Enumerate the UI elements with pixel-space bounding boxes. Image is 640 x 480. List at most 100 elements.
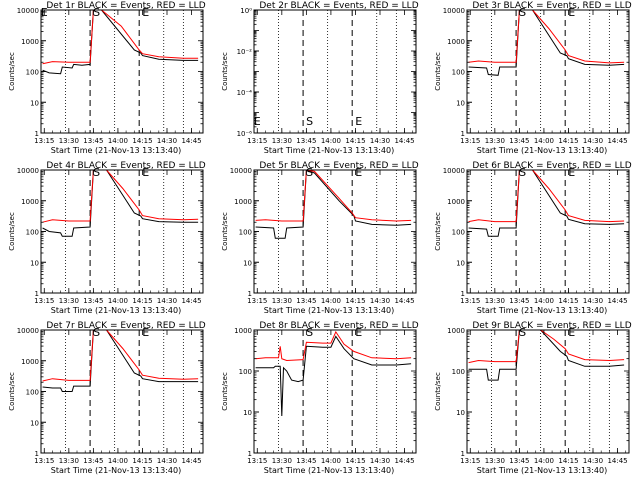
y-axis-label: Counts/sec xyxy=(434,372,442,411)
x-tick-label: 14:15 xyxy=(132,137,152,145)
detector-panel: Det 3r BLACK = Events, RED = LLD S E 1 10 100… xyxy=(426,0,639,160)
detector-panel: Det 6r BLACK = Events, RED = LLD S E 1 10 100… xyxy=(426,160,639,320)
y-tick-label: 10 xyxy=(30,419,39,427)
y-tick-label: 1000 xyxy=(447,327,465,335)
y-tick-label: 10000 xyxy=(17,327,39,335)
events-series-line xyxy=(468,170,625,237)
events-series-line xyxy=(468,10,625,76)
x-tick-label: 14:30 xyxy=(583,297,603,305)
events-series-line xyxy=(468,330,625,381)
x-tick-label: 13:30 xyxy=(485,137,505,145)
event-marker-label: E xyxy=(355,166,362,179)
x-tick-label: 14:30 xyxy=(370,297,390,305)
x-tick-label: 14:15 xyxy=(345,297,365,305)
event-marker-label: S xyxy=(306,115,313,128)
x-tick-label: 13:15 xyxy=(34,137,54,145)
event-marker-label: E xyxy=(254,115,261,128)
y-tick-label: 10 xyxy=(243,409,252,417)
x-tick-label: 13:30 xyxy=(272,457,292,465)
x-tick-label: 14:15 xyxy=(345,457,365,465)
x-tick-label: 13:15 xyxy=(34,297,54,305)
y-tick-label: 100 xyxy=(452,368,465,376)
x-axis-label: Start Time (21-Nov-13 13:13:40) xyxy=(51,146,181,155)
y-axis-label: Counts/sec xyxy=(221,372,229,411)
x-tick-label: 13:45 xyxy=(509,457,529,465)
x-tick-label: 14:00 xyxy=(534,297,554,305)
event-marker-label: S xyxy=(93,166,100,179)
y-tick-label: 10000 xyxy=(443,167,465,175)
x-tick-label: 13:30 xyxy=(59,457,79,465)
y-tick-label: 10⁻⁴ xyxy=(237,89,253,97)
x-tick-label: 14:15 xyxy=(558,297,578,305)
events-series-line xyxy=(255,335,412,417)
events-series-line xyxy=(42,330,199,392)
x-axis-label: Start Time (21-Nov-13 13:13:40) xyxy=(264,466,394,475)
x-tick-label: 14:00 xyxy=(108,137,128,145)
events-series-line xyxy=(42,170,199,237)
y-tick-label: 10 xyxy=(456,259,465,267)
y-tick-label: 10⁰ xyxy=(240,7,252,15)
x-tick-label: 14:45 xyxy=(181,457,201,465)
panel-title: Det 1r BLACK = Events, RED = LLD xyxy=(46,1,205,11)
y-tick-label: 10000 xyxy=(230,167,252,175)
y-tick-label: 100 xyxy=(26,389,39,397)
y-tick-label: 100 xyxy=(26,69,39,77)
x-tick-label: 13:15 xyxy=(247,457,267,465)
x-tick-label: 14:30 xyxy=(370,457,390,465)
event-marker-label: S xyxy=(93,6,100,19)
x-axis-label: Start Time (21-Nov-13 13:13:40) xyxy=(51,466,181,475)
y-tick-label: 10⁻² xyxy=(237,48,253,56)
y-tick-label: 1000 xyxy=(234,198,252,206)
x-tick-label: 13:45 xyxy=(83,457,103,465)
event-marker-label: E xyxy=(355,115,362,128)
x-tick-label: 13:45 xyxy=(83,137,103,145)
event-marker-label: S xyxy=(93,326,100,339)
y-tick-label: 10 xyxy=(456,99,465,107)
x-tick-label: 14:30 xyxy=(157,297,177,305)
y-axis-label: Counts/sec xyxy=(221,212,229,251)
lld-series-line xyxy=(42,10,199,65)
y-tick-label: 10 xyxy=(243,259,252,267)
event-marker-label: E xyxy=(355,326,362,339)
y-axis-label: Counts/sec xyxy=(434,52,442,91)
lld-series-line xyxy=(468,330,625,364)
event-marker-label: E xyxy=(142,166,149,179)
y-tick-label: 10 xyxy=(30,99,39,107)
x-tick-label: 14:00 xyxy=(321,137,341,145)
x-axis-label: Start Time (21-Nov-13 13:13:40) xyxy=(477,146,607,155)
panel-title: Det 7r BLACK = Events, RED = LLD xyxy=(46,321,205,331)
x-tick-label: 14:45 xyxy=(394,457,414,465)
y-tick-label: 100 xyxy=(452,229,465,237)
x-tick-label: 14:00 xyxy=(534,137,554,145)
panel-title: Det 5r BLACK = Events, RED = LLD xyxy=(259,161,418,171)
y-tick-label: 1000 xyxy=(234,327,252,335)
y-tick-label: 1000 xyxy=(447,38,465,46)
events-series-line xyxy=(255,170,412,239)
y-tick-label: 10 xyxy=(456,409,465,417)
x-tick-label: 13:30 xyxy=(485,457,505,465)
y-axis-label: Counts/sec xyxy=(8,52,16,91)
detector-panel: Det 8r BLACK = Events, RED = LLD S E 1 10 100… xyxy=(213,320,426,480)
y-tick-label: 100 xyxy=(239,368,252,376)
y-tick-label: 10⁻⁶ xyxy=(237,130,253,138)
lld-series-line xyxy=(42,330,199,382)
y-tick-label: 10 xyxy=(30,259,39,267)
y-tick-label: 1000 xyxy=(447,198,465,206)
event-marker-label: S xyxy=(306,166,313,179)
x-tick-label: 14:15 xyxy=(132,297,152,305)
x-tick-label: 14:00 xyxy=(108,457,128,465)
x-tick-label: 13:30 xyxy=(59,137,79,145)
x-tick-label: 13:15 xyxy=(460,297,480,305)
y-tick-label: 1 xyxy=(248,450,252,458)
y-tick-label: 1 xyxy=(461,130,465,138)
x-tick-label: 13:15 xyxy=(247,297,267,305)
lld-series-line xyxy=(468,170,625,223)
x-tick-label: 13:45 xyxy=(296,457,316,465)
x-tick-label: 13:45 xyxy=(509,297,529,305)
y-tick-label: 1000 xyxy=(21,198,39,206)
plot-frame xyxy=(253,329,417,454)
